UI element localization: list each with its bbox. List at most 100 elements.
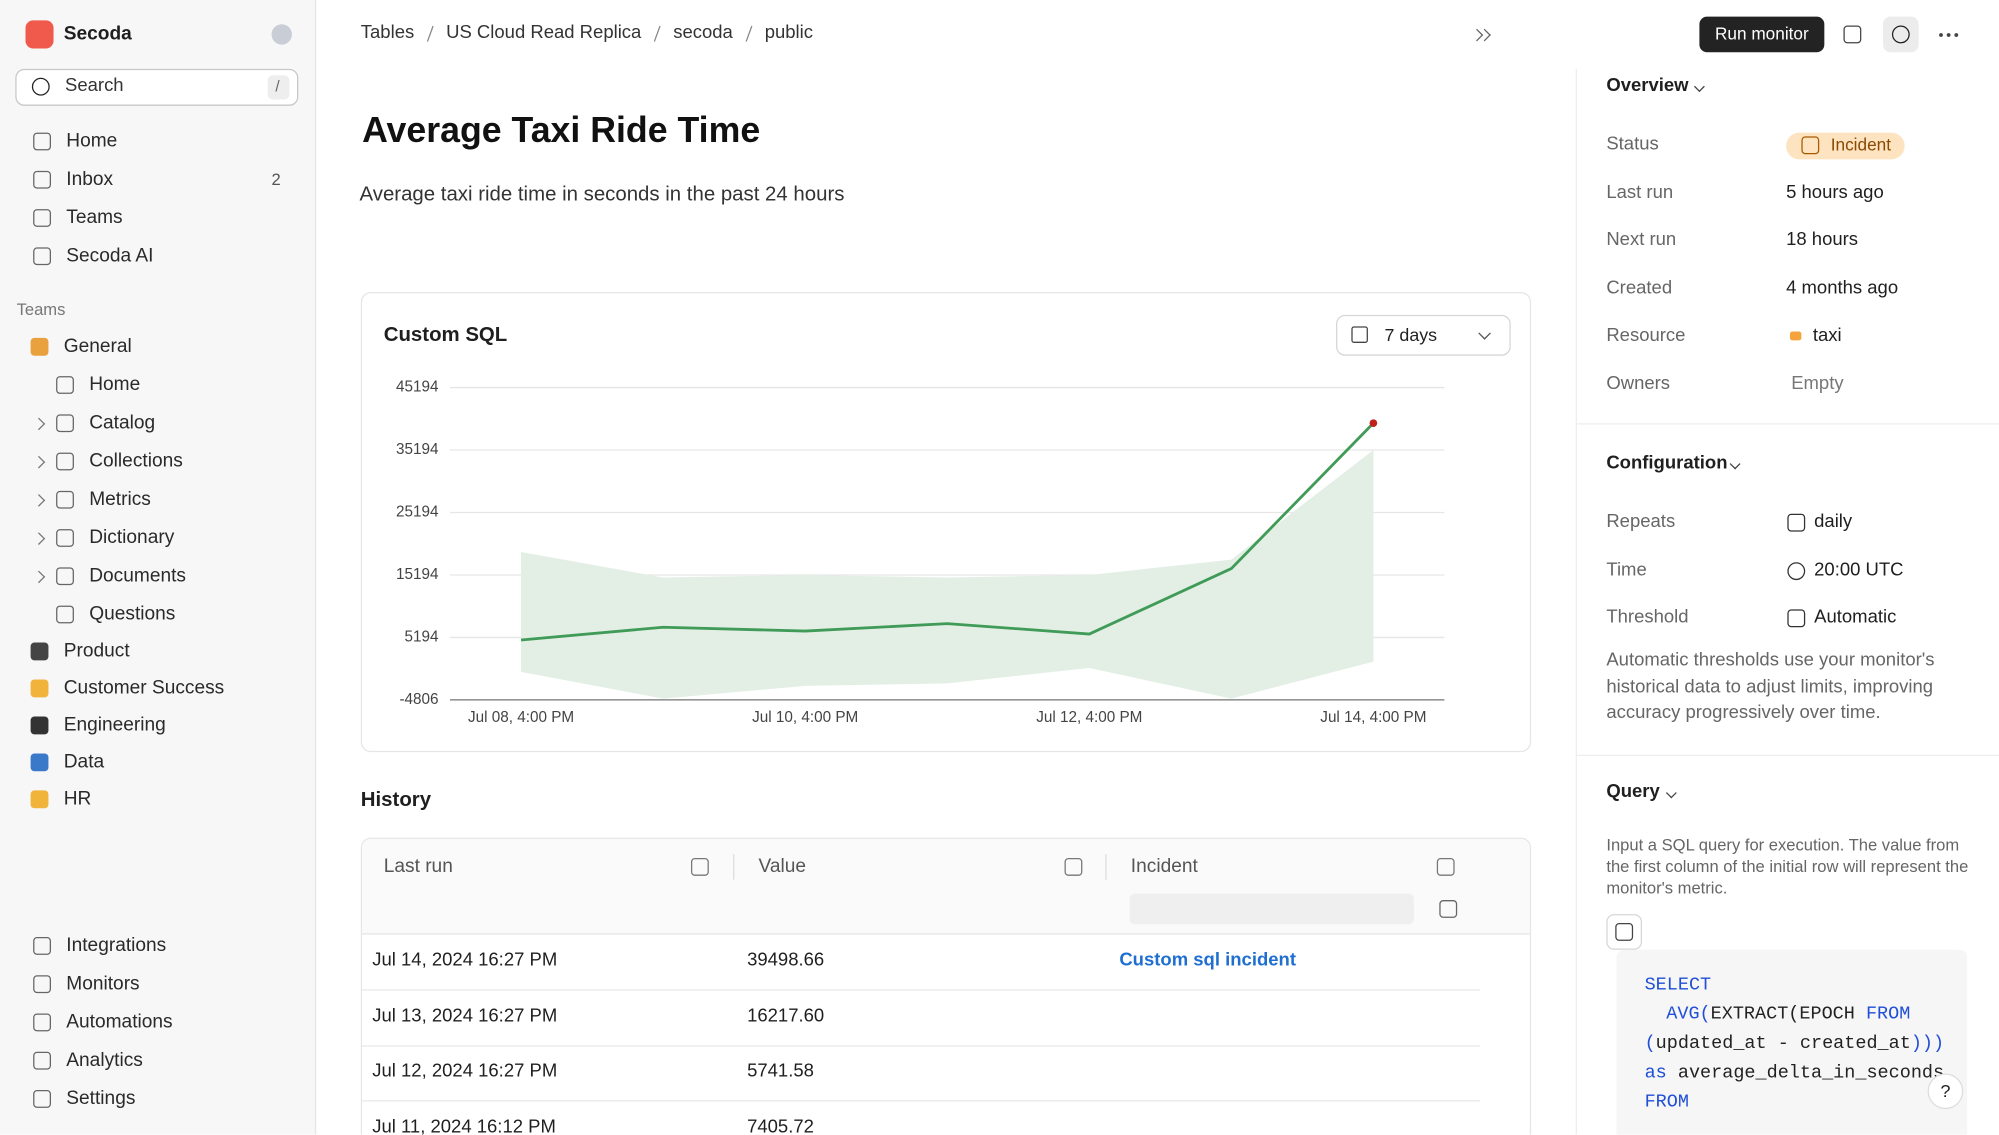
team-item[interactable]: Data <box>63 750 105 773</box>
table-cell: Jul 11, 2024 16:12 PM <box>372 1116 556 1135</box>
icon <box>33 209 51 227</box>
column-divider <box>1105 854 1107 880</box>
team-child-item[interactable]: Questions <box>89 603 176 625</box>
code-keyword: SELECT <box>1644 975 1712 996</box>
nav-item[interactable]: Monitors <box>66 972 140 995</box>
nav-badge: 2 <box>271 169 281 189</box>
more-dot <box>1938 32 1943 37</box>
icon <box>56 490 74 509</box>
code-keyword: ( <box>1644 1033 1656 1055</box>
y-tick-label: 45194 <box>396 379 439 396</box>
icon <box>33 132 51 151</box>
icon[interactable] <box>690 857 709 876</box>
shortcut-key <box>267 75 290 100</box>
page-title: Average Taxi Ride Time <box>362 109 761 150</box>
breadcrumb[interactable]: US Cloud Read Replica <box>446 22 642 44</box>
team-child-item[interactable]: Metrics <box>89 488 151 510</box>
icon <box>56 605 74 624</box>
icon <box>33 1051 51 1070</box>
table-cell: Jul 12, 2024 16:27 PM <box>372 1061 558 1082</box>
search-placeholder: Search <box>65 75 124 97</box>
icon[interactable] <box>1064 857 1083 876</box>
breadcrumb[interactable]: secoda <box>673 22 733 44</box>
avatar <box>271 24 292 45</box>
breadcrumb-separator <box>745 25 753 42</box>
column-divider <box>733 854 735 880</box>
edit-button[interactable] <box>1606 914 1643 950</box>
team-item[interactable]: Customer Success <box>63 676 225 699</box>
status-value: Incident <box>1830 135 1892 155</box>
team-child-item[interactable]: Documents <box>89 564 186 587</box>
table-cell: Jul 13, 2024 16:27 PM <box>372 1005 558 1027</box>
row-divider <box>362 989 1481 991</box>
icon <box>1787 561 1806 580</box>
team-emoji <box>30 753 49 772</box>
team-child-item[interactable]: Catalog <box>89 411 156 434</box>
chart-title: Custom SQL <box>383 324 508 347</box>
nav-item[interactable]: Secoda AI <box>66 244 154 267</box>
details-panel <box>1575 68 1999 1135</box>
team-item[interactable]: Engineering <box>63 713 166 736</box>
icon <box>1843 25 1862 44</box>
nav-item[interactable]: Inbox <box>66 168 114 190</box>
breadcrumb-separator <box>653 25 661 42</box>
field-label: Status <box>1606 134 1659 155</box>
team-item[interactable]: General <box>63 335 132 357</box>
search-box[interactable] <box>15 68 299 106</box>
field-value: Automatic <box>1814 607 1897 628</box>
field-value: 5 hours ago <box>1786 182 1884 203</box>
field-label: Created <box>1606 277 1673 299</box>
icon <box>1801 136 1820 155</box>
field-value: taxi <box>1812 325 1842 346</box>
team-child-item[interactable]: Home <box>89 373 141 396</box>
table-cell: 5741.58 <box>747 1061 814 1082</box>
icon <box>1477 28 1491 41</box>
icon[interactable] <box>1436 857 1455 876</box>
breadcrumb-separator <box>426 25 434 42</box>
breadcrumb[interactable]: Tables <box>360 22 415 44</box>
nav-item[interactable]: Home <box>66 130 118 152</box>
icon <box>33 247 51 266</box>
range-label: 7 days <box>1384 324 1438 345</box>
icon <box>33 1090 51 1108</box>
resource-icon <box>1789 331 1802 341</box>
icon <box>33 170 51 189</box>
nav-item[interactable]: Automations <box>66 1010 173 1033</box>
y-tick-label: 25194 <box>396 504 439 521</box>
nav-item[interactable]: Integrations <box>66 934 167 957</box>
help-button[interactable] <box>1927 1073 1964 1110</box>
team-item[interactable]: HR <box>63 787 92 810</box>
x-tick-label: Jul 14, 4:00 PM <box>1320 709 1426 726</box>
icon <box>56 414 74 433</box>
code-keyword: FROM <box>1865 1004 1911 1025</box>
icon <box>56 567 74 586</box>
code-line: FROM <box>1645 1093 1689 1113</box>
field-label: Time <box>1606 559 1647 580</box>
nav-item[interactable]: Settings <box>66 1087 136 1110</box>
nav-item[interactable]: Teams <box>66 206 123 229</box>
field-label: Repeats <box>1606 511 1676 533</box>
field-value: daily <box>1814 511 1853 533</box>
threshold-note: Automatic thresholds use your monitor's … <box>1606 650 1935 724</box>
column-header: Incident <box>1130 855 1198 878</box>
team-emoji <box>30 790 49 809</box>
incident-point <box>1369 419 1378 427</box>
table-cell: Jul 14, 2024 16:27 PM <box>372 950 558 971</box>
row-divider <box>362 1044 1481 1047</box>
team-child-item[interactable]: Collections <box>89 450 183 472</box>
incident-link[interactable]: Custom sql incident <box>1119 950 1297 971</box>
team-child-item[interactable]: Dictionary <box>89 526 175 549</box>
team-item[interactable]: Product <box>63 639 130 662</box>
more-dot <box>1946 32 1950 37</box>
code-line: (updated_at - created_at))) <box>1645 1034 1945 1054</box>
range-dropdown[interactable] <box>1336 314 1511 356</box>
nav-item[interactable]: Analytics <box>66 1049 143 1071</box>
column-header: Value <box>758 855 807 878</box>
breadcrumb[interactable]: public <box>764 22 814 44</box>
table-cell: 39498.66 <box>747 950 825 971</box>
run-monitor-button[interactable] <box>1699 16 1825 53</box>
code-block <box>1616 949 1968 1135</box>
filter-input[interactable] <box>1129 893 1414 925</box>
x-tick-label: Jul 10, 4:00 PM <box>752 709 858 726</box>
